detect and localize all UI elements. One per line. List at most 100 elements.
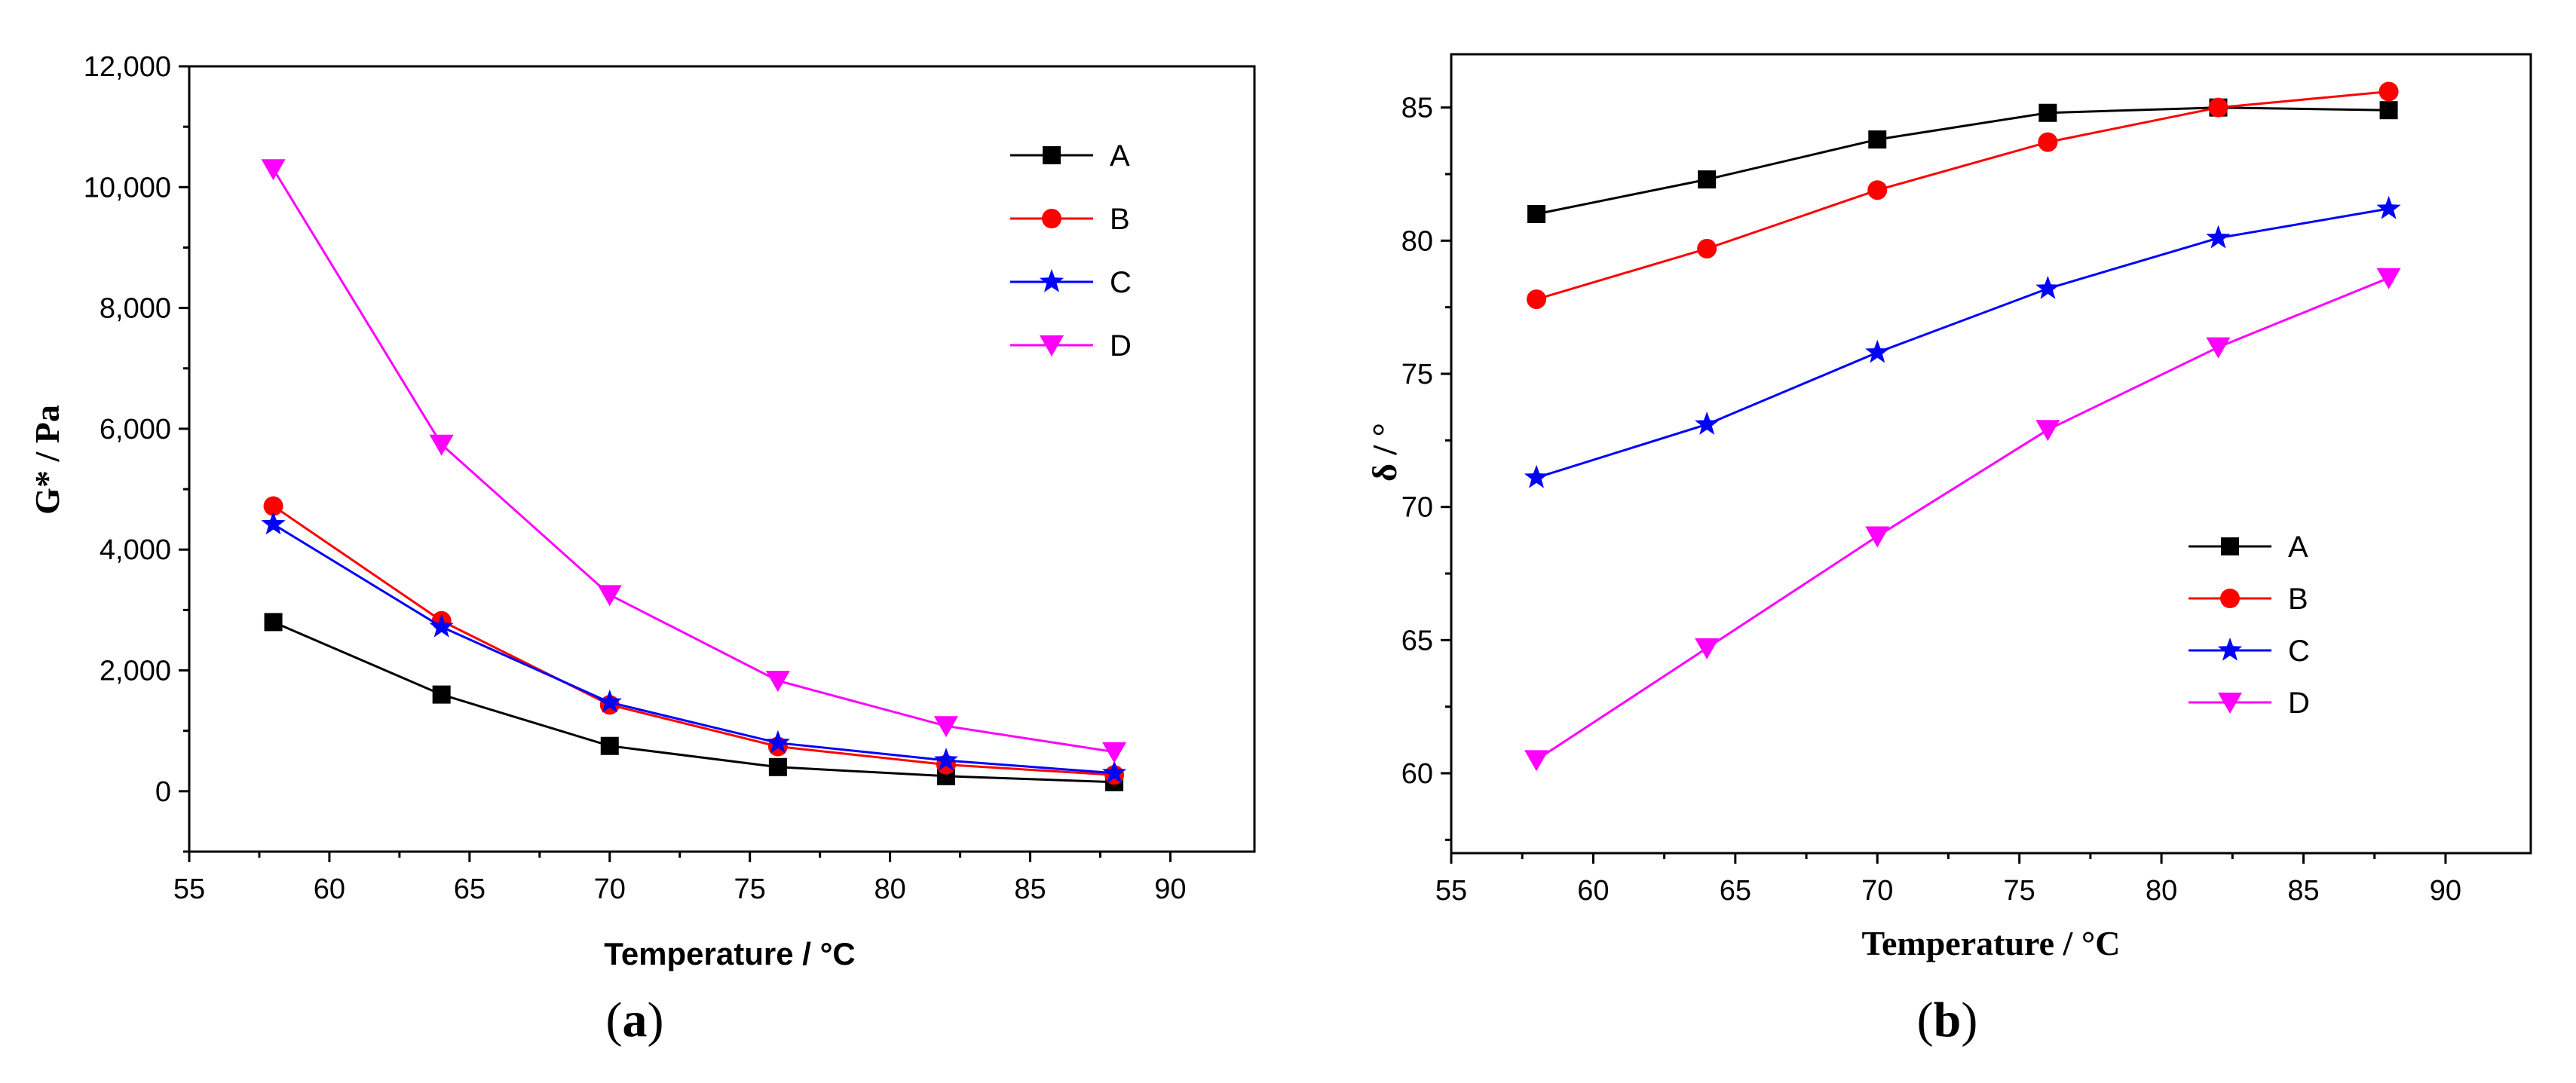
- chart-a-ylabel: G* / Pa: [28, 405, 66, 515]
- chart-a-legend-C-label: C: [1110, 266, 1132, 299]
- chart-a-series-D-point: [1102, 742, 1127, 763]
- chart-a-legend-D-label: D: [1110, 329, 1132, 363]
- chart-a-panel-label: (a): [606, 993, 664, 1048]
- chart-b-series-C-point: [1695, 411, 1720, 435]
- chart-b-series-B-line: [1536, 90, 2389, 301]
- chart-a-ytick-label: 6,000: [100, 414, 171, 445]
- chart-b-series-B-point: [1697, 238, 1717, 259]
- chart-a-series-B-line: [272, 505, 1115, 776]
- chart-a: 55 60 65 70 75 80 85 90 0 2,000 4,000 6,000 8,000 10,…: [28, 51, 1256, 1048]
- chart-b-series-B-point: [2378, 81, 2399, 102]
- chart-b-ytick-label: 85: [1401, 93, 1433, 124]
- chart-b-series-A-point: [2379, 101, 2398, 120]
- chart-b-series-D-point: [2035, 420, 2060, 442]
- chart-a-series-C-point: [597, 690, 622, 713]
- chart-a-legend-C-marker: [1039, 269, 1064, 292]
- chart-a-legend-B-label: B: [1110, 203, 1130, 236]
- chart-a-series-C-point: [261, 511, 286, 535]
- chart-b-series-D-point: [1695, 638, 1720, 659]
- chart-a-series-A-point: [600, 736, 619, 755]
- chart-b-xtick-label: 65: [1720, 875, 1751, 907]
- chart-b-series-D-line: [1536, 277, 2390, 761]
- chart-b-panel-letter: b: [1934, 993, 1962, 1048]
- chart-b-xtick-label: 70: [1861, 875, 1893, 907]
- chart-b-series-C-point: [2035, 275, 2060, 299]
- chart-b-legend-D-label: D: [2288, 687, 2310, 720]
- chart-b-series-B-point: [2038, 132, 2058, 152]
- chart-a-series-D-line: [272, 168, 1115, 754]
- chart-a-panel-close: ): [648, 993, 664, 1048]
- chart-a-series: [261, 159, 1127, 791]
- chart-b-series-D-point: [2376, 268, 2401, 289]
- chart-a-legend-A-label: A: [1110, 139, 1130, 173]
- chart-b-series-D-point: [1524, 750, 1549, 772]
- chart-a-series-A-line: [273, 621, 1115, 784]
- chart-b-series-A-line: [1536, 106, 2389, 216]
- chart-a-ytick-label: 2,000: [100, 656, 171, 687]
- chart-b-legend-D-marker: [2218, 693, 2242, 714]
- chart-a-legend-D-marker: [1040, 335, 1064, 356]
- chart-b-ytick-label: 60: [1401, 758, 1433, 790]
- chart-a-series-D-point: [429, 434, 454, 456]
- chart-a-ytick-label: 12,000: [84, 51, 171, 83]
- chart-a-series-D-point: [933, 716, 958, 738]
- chart-b-xtick-label: 55: [1435, 875, 1467, 907]
- chart-a-xtick-label: 60: [314, 873, 345, 905]
- chart-b-series-C-point: [1865, 339, 1890, 363]
- chart-b-series-D-point: [2206, 337, 2231, 359]
- chart-a-xtick-label: 90: [1154, 873, 1186, 905]
- chart-b-ytick-label: 75: [1401, 359, 1433, 390]
- chart-b-xtick-label: 80: [2146, 875, 2177, 907]
- chart-a-xtick-label: 65: [454, 873, 485, 905]
- chart-b-series-A-point: [2038, 103, 2057, 122]
- chart-a-series-A-point: [432, 685, 451, 704]
- chart-a-series-D-point: [597, 585, 622, 607]
- chart-a-series-C-point: [1101, 760, 1127, 784]
- chart-a-series-A-point: [768, 757, 787, 776]
- chart-a-series-B-point: [263, 496, 283, 516]
- chart-a-series-A-point: [264, 613, 283, 632]
- chart-b-series-B-point: [2208, 97, 2228, 118]
- chart-b-ylabel: δ / °: [1365, 423, 1404, 482]
- chart-a-series-D-point: [261, 159, 286, 181]
- chart-b-xtick-label: 90: [2430, 875, 2461, 907]
- chart-b-series-C-point: [2206, 225, 2231, 249]
- chart-a-xtick-label: 75: [734, 873, 766, 905]
- chart-b-series-D-point: [1865, 526, 1890, 548]
- chart-a-plot-frame: [188, 65, 1256, 853]
- chart-b-panel-close: ): [1961, 993, 1977, 1048]
- chart-a-panel-letter: a: [623, 993, 648, 1048]
- chart-b-panel-label: (b): [1917, 993, 1978, 1048]
- chart-a-series-C-point: [429, 613, 454, 638]
- chart-b-plot-frame: [1450, 53, 2532, 855]
- chart-a-legend-B-marker: [1042, 209, 1061, 228]
- chart-b-panel-open: (: [1917, 993, 1934, 1048]
- chart-b-ytick-label: 70: [1401, 492, 1433, 524]
- chart-b-xlabel: Temperature / °C: [1862, 924, 2121, 962]
- chart-a-series-C-point: [765, 730, 790, 754]
- chart-a-legend-A-marker: [1043, 146, 1061, 164]
- chart-b-legend-C-label: C: [2288, 635, 2310, 668]
- chart-b-series-A-point: [1527, 205, 1546, 223]
- chart-a-ytick-label: 0: [155, 776, 171, 808]
- chart-a-panel-open: (: [606, 993, 623, 1048]
- chart-a-axes: 55 60 65 70 75 80 85 90 0 2,000 4,000 6,000 8,000 10,…: [84, 51, 1256, 905]
- chart-b-xtick-label: 85: [2287, 875, 2319, 907]
- chart-b-legend-B-label: B: [2288, 583, 2308, 616]
- chart-a-series-C-point: [933, 748, 959, 771]
- chart-b-series: [1524, 81, 2401, 772]
- chart-b-ytick-label: 65: [1401, 625, 1433, 656]
- chart-a-xlabel: Temperature / °C: [604, 936, 855, 971]
- chart-b-series-A-point: [1698, 170, 1717, 189]
- chart-b-legend-A-label: A: [2288, 531, 2308, 564]
- chart-b-legend-B-marker: [2220, 589, 2240, 608]
- chart-b-legend-C-marker: [2217, 638, 2243, 661]
- chart-b-xtick-label: 60: [1577, 875, 1609, 907]
- chart-b-series-B-point: [1527, 289, 1547, 310]
- chart-b-xtick-label: 75: [2004, 875, 2035, 907]
- chart-a-xtick-label: 70: [594, 873, 626, 905]
- chart-a-series-D-point: [765, 671, 790, 693]
